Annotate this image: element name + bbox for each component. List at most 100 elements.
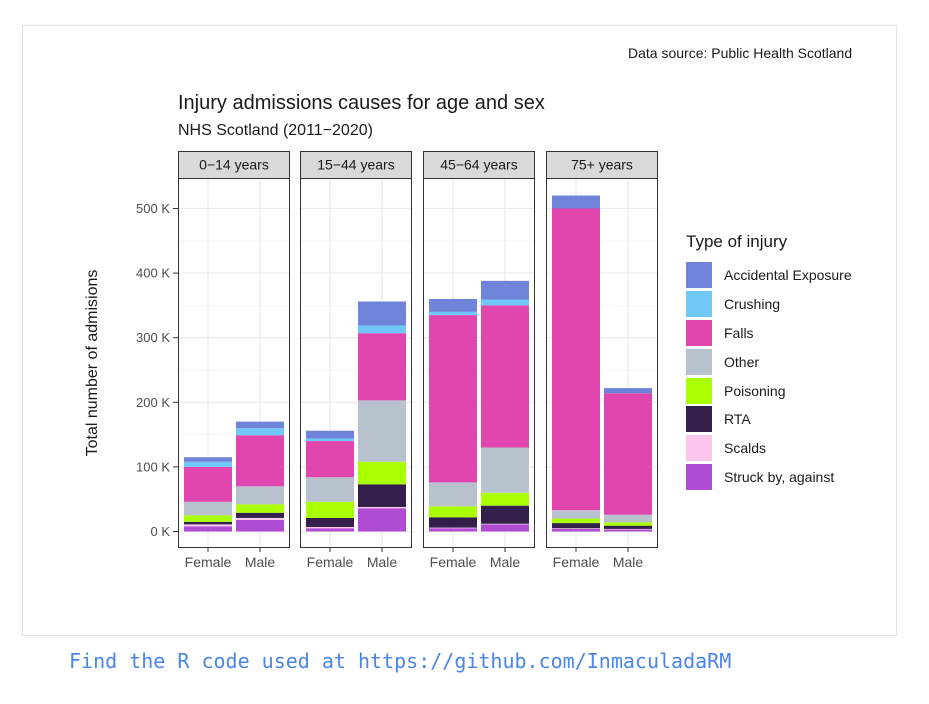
bar-segment-0-14-years-female-falls <box>184 466 232 502</box>
bar-segment-45-64-years-male-falls <box>481 305 529 448</box>
legend-label: RTA <box>724 411 751 428</box>
bar-segment-75-years-female-falls <box>552 208 600 511</box>
bar-segment-45-64-years-male-other <box>481 447 529 493</box>
bar-segment-15-44-years-female-struck-by-against <box>306 528 354 532</box>
bar-segment-15-44-years-male-crushing <box>358 325 406 334</box>
y-tick-label: 300 K <box>136 330 170 345</box>
legend-label: Scalds <box>724 440 767 457</box>
bar-segment-15-44-years-male-scalds <box>358 506 406 509</box>
bar-segment-0-14-years-male-crushing <box>236 428 284 436</box>
bar-segment-0-14-years-female-poisoning <box>184 515 232 522</box>
bar-segment-15-44-years-male-rta <box>358 484 406 507</box>
bar-segment-45-64-years-male-rta <box>481 505 529 524</box>
legend-label: Poisoning <box>724 382 786 399</box>
facet-label: 45−64 years <box>440 157 517 173</box>
facet-strip-75-years <box>546 151 658 179</box>
facet-panel-border <box>178 178 290 548</box>
x-tick-label: Female <box>553 554 600 570</box>
bar-segment-45-64-years-male-scalds <box>481 523 529 525</box>
bar-segment-0-14-years-male-accidental-exposure <box>236 421 284 429</box>
bar-segment-75-years-male-accidental-exposure <box>604 388 652 394</box>
bar-segment-45-64-years-female-scalds <box>429 527 477 529</box>
bar-segment-0-14-years-female-other <box>184 501 232 516</box>
legend-swatch <box>686 435 712 462</box>
y-axis-label: Total number of admisions <box>84 270 101 457</box>
bar-segment-45-64-years-male-struck-by-against <box>481 524 529 532</box>
bar-segment-0-14-years-male-rta <box>236 512 284 518</box>
legend: Type of injury Accidental Exposure Crushi… <box>686 232 852 491</box>
bar-segment-0-14-years-male-falls <box>236 435 284 487</box>
legend-item-struck-by-against: Struck by, against <box>686 463 852 492</box>
x-tick-label: Female <box>185 554 232 570</box>
bar-segment-45-64-years-female-poisoning <box>429 506 477 518</box>
x-tick-label: Male <box>245 554 276 570</box>
y-tick-label: 400 K <box>136 266 170 281</box>
bar-segment-0-14-years-female-rta <box>184 521 232 525</box>
legend-label: Crushing <box>724 296 781 313</box>
y-tick-label: 500 K <box>136 201 170 216</box>
bar-segment-0-14-years-female-scalds <box>184 524 232 527</box>
legend-item-scalds: Scalds <box>686 434 852 463</box>
facet-strip-15-44-years <box>300 151 412 179</box>
bar-segment-15-44-years-female-scalds <box>306 526 354 529</box>
bar-segment-75-years-male-struck-by-against <box>604 529 652 532</box>
legend-swatch <box>686 463 712 490</box>
bar-segment-75-years-female-scalds <box>552 528 600 529</box>
bar-segment-75-years-male-other <box>604 514 652 523</box>
legend-item-accidental-exposure: Accidental Exposure <box>686 261 852 290</box>
bar-segment-75-years-male-rta <box>604 525 652 529</box>
bar-segment-15-44-years-female-poisoning <box>306 501 354 518</box>
legend-item-rta: RTA <box>686 405 852 434</box>
legend-swatch <box>686 377 712 404</box>
bar-segment-45-64-years-female-rta <box>429 517 477 528</box>
bar-segment-0-14-years-male-other <box>236 486 284 505</box>
legend-item-falls: Falls <box>686 319 852 348</box>
facet-label: 0−14 years <box>199 157 269 173</box>
bar-segment-0-14-years-male-poisoning <box>236 504 284 513</box>
x-tick-label: Male <box>367 554 398 570</box>
legend-swatch <box>686 319 712 346</box>
bar-segment-45-64-years-female-struck-by-against <box>429 528 477 532</box>
bar-segment-0-14-years-female-struck-by-against <box>184 526 232 532</box>
bar-segment-45-64-years-female-crushing <box>429 311 477 316</box>
bar-segment-45-64-years-male-accidental-exposure <box>481 280 529 300</box>
legend-swatch <box>686 291 712 318</box>
x-tick-label: Male <box>613 554 644 570</box>
bar-segment-15-44-years-male-accidental-exposure <box>358 301 406 326</box>
bar-segment-45-64-years-male-crushing <box>481 299 529 306</box>
bar-segment-75-years-male-poisoning <box>604 522 652 526</box>
facet-panel-border <box>300 178 412 548</box>
legend-swatch <box>686 262 712 289</box>
bar-segment-15-44-years-male-falls <box>358 333 406 401</box>
bar-segment-0-14-years-male-scalds <box>236 517 284 520</box>
legend-title: Type of injury <box>686 232 788 251</box>
legend-label: Falls <box>724 324 754 341</box>
bar-segment-15-44-years-female-falls <box>306 441 354 478</box>
bar-segment-15-44-years-male-other <box>358 400 406 462</box>
chart-title: Injury admissions causes for age and sex <box>178 92 545 114</box>
facet-strip-45-64-years <box>423 151 535 179</box>
data-source-caption: Data source: Public Health Scotland <box>628 45 853 61</box>
legend-item-poisoning: Poisoning <box>686 376 852 405</box>
bar-segment-15-44-years-female-accidental-exposure <box>306 430 354 439</box>
facet-panel-border <box>423 178 535 548</box>
bar-segment-0-14-years-male-struck-by-against <box>236 519 284 532</box>
x-tick-label: Female <box>430 554 477 570</box>
footer-link-text: Find the R code used at https://github.c… <box>69 649 732 673</box>
bar-segment-75-years-male-scalds <box>604 528 652 530</box>
bar-segment-45-64-years-male-poisoning <box>481 492 529 506</box>
y-tick-label: 100 K <box>136 459 170 474</box>
bar-segment-75-years-female-struck-by-against <box>552 528 600 532</box>
bar-segment-75-years-female-other <box>552 510 600 519</box>
bar-segment-15-44-years-male-poisoning <box>358 461 406 485</box>
legend-swatch <box>686 348 712 375</box>
bar-segment-15-44-years-male-struck-by-against <box>358 508 406 532</box>
bar-segment-45-64-years-female-other <box>429 482 477 507</box>
legend-label: Other <box>724 353 760 370</box>
facet-label: 15−44 years <box>317 157 394 173</box>
bar-segment-75-years-female-accidental-exposure <box>552 195 600 209</box>
legend-item-other: Other <box>686 347 852 376</box>
legend-item-crushing: Crushing <box>686 290 852 319</box>
legend-items: Accidental Exposure Crushing Falls Other Poi… <box>686 261 852 491</box>
